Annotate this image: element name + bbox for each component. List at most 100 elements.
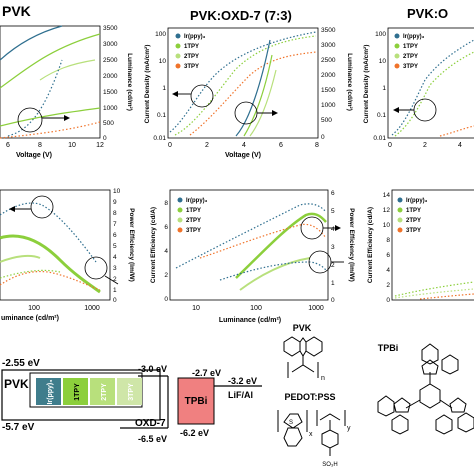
y2-ticks: 10 9 8 7 6 5 4 3 2 1 0 bbox=[113, 188, 121, 304]
y-tick-label: 8 bbox=[164, 200, 168, 207]
subscript-n: n bbox=[321, 375, 325, 382]
x-ticks: 0 2 4 6 8 bbox=[168, 142, 319, 149]
y-tick-label: 12 bbox=[383, 207, 391, 214]
x-tick-label: 2 bbox=[205, 142, 209, 149]
legend-label: 2TPY bbox=[403, 54, 418, 60]
y-axis-label: Current Density (mA/cm²) bbox=[363, 45, 370, 124]
legend-swatch-2tpy bbox=[394, 53, 400, 59]
y2-tick-label: 500 bbox=[321, 117, 332, 124]
callout-circle bbox=[84, 256, 108, 280]
y2-tick-label: 10 bbox=[113, 188, 121, 195]
curve-3tpy bbox=[439, 125, 474, 137]
legend-swatch-1tpy bbox=[394, 43, 400, 49]
plot-frame bbox=[391, 189, 474, 301]
panel-d-efficiency: 100 1000 uminance (cd/m²) 10 9 8 7 6 5 4… bbox=[0, 188, 135, 322]
dopant-3tpy bbox=[117, 378, 142, 405]
legend-swatch-3tpy bbox=[397, 227, 403, 233]
benzene-ring bbox=[305, 336, 323, 357]
y2-tick-label: 0 bbox=[103, 135, 107, 142]
dopant-1tpy bbox=[63, 378, 88, 405]
y2-tick-label: 3 bbox=[331, 244, 335, 251]
legend-label: 1TPY bbox=[406, 208, 421, 214]
legend-label: Ir(ppy)₃ bbox=[186, 198, 208, 204]
x-ticks: 10 100 1000 bbox=[192, 305, 324, 312]
curve-irppy-lum bbox=[235, 39, 271, 137]
sulfur-atom: S bbox=[289, 420, 293, 426]
y2-ticks: 3500 3000 2500 2000 1500 1000 500 0 bbox=[321, 27, 336, 141]
y2-tick-label: 1 bbox=[113, 287, 117, 294]
energy-label: -5.7 eV bbox=[2, 422, 35, 433]
legend: Ir(ppy)₃ 1TPY 2TPY 3TPY bbox=[397, 197, 428, 234]
x-tick-label: 10 bbox=[68, 142, 76, 149]
curve-3tpy-current bbox=[0, 121, 101, 139]
legend-label: 1TPY bbox=[403, 44, 418, 50]
legend-swatch-1tpy bbox=[397, 207, 403, 213]
pvk-label: PVK bbox=[4, 377, 29, 391]
curve-1tpy-pe bbox=[0, 269, 61, 279]
x-ticks: 100 1000 bbox=[28, 305, 100, 312]
y2-tick-label: 3500 bbox=[103, 25, 118, 32]
y-ticks: 100 10 1 0.1 0.01 bbox=[153, 31, 166, 142]
dopant-label-1tpy: 1TPY bbox=[74, 383, 81, 401]
dopant-label-2tpy: 2TPY bbox=[101, 383, 108, 401]
legend-swatch-1tpy bbox=[175, 43, 181, 49]
legend-swatch-irppy bbox=[394, 33, 400, 39]
curve-irppy bbox=[391, 39, 474, 136]
y-tick-label: 4 bbox=[386, 267, 390, 274]
curve-1tpy-ce bbox=[394, 281, 474, 297]
y-tick-label: 6 bbox=[164, 224, 168, 231]
dopant-2tpy bbox=[90, 378, 115, 405]
x-axis-label: uminance (cd/m²) bbox=[1, 315, 59, 322]
pedot-label: PEDOT:PSS bbox=[284, 392, 335, 402]
callout-circle bbox=[190, 84, 214, 108]
chemical-structures: PVK n PEDOT:PSS S x y SO₃H bbox=[277, 323, 474, 468]
tpbi-layer bbox=[177, 377, 215, 425]
arrow-head bbox=[64, 115, 70, 121]
curves bbox=[391, 39, 474, 137]
legend-label: 1TPY bbox=[186, 208, 201, 214]
plot-frame bbox=[0, 25, 101, 139]
legend-swatch-irppy bbox=[397, 197, 403, 203]
curve-1tpy-luminance bbox=[0, 33, 101, 89]
energy-label: -2.55 eV bbox=[2, 358, 40, 369]
y-tick-label: 14 bbox=[383, 192, 391, 199]
y2-tick-label: 8 bbox=[113, 210, 117, 217]
y-tick-label: 10 bbox=[383, 222, 391, 229]
curve-2tpy-lum bbox=[249, 69, 277, 137]
callout-circle bbox=[413, 98, 437, 122]
bond bbox=[439, 399, 453, 409]
plot-frame bbox=[169, 189, 329, 301]
callout-arrow bbox=[104, 275, 119, 285]
central-benzene bbox=[419, 383, 441, 409]
curve-1tpy-current bbox=[0, 107, 101, 127]
x-tick-label: 1000 bbox=[308, 305, 324, 312]
x-tick-label: 4 bbox=[242, 142, 246, 149]
panel-title-pvk: PVK bbox=[2, 3, 31, 19]
y-tick-label: 6 bbox=[386, 252, 390, 259]
x-tick-label: 1000 bbox=[84, 305, 100, 312]
y-tick-label: 100 bbox=[375, 31, 386, 38]
curve-1tpy-ce bbox=[235, 212, 327, 279]
curve-3tpy-ce bbox=[0, 270, 101, 291]
curves bbox=[394, 281, 474, 300]
legend-swatch-3tpy bbox=[177, 227, 183, 233]
x-tick-label: 8 bbox=[315, 142, 319, 149]
legend-swatch-3tpy bbox=[394, 63, 400, 69]
phenyl-ring bbox=[435, 414, 453, 435]
plot-frame bbox=[387, 27, 474, 139]
panel-a-jvl: 6 8 10 12 Voltage (V) 3500 3000 2500 200… bbox=[0, 25, 133, 159]
x-axis-label: Luminance (cd/m²) bbox=[219, 317, 281, 324]
legend-swatch-2tpy bbox=[177, 217, 183, 223]
thiophene-ring bbox=[283, 413, 303, 429]
benzene-ring bbox=[421, 343, 439, 365]
y-ticks: 14 12 10 8 6 4 2 0 bbox=[383, 192, 391, 304]
y2-tick-label: 7 bbox=[113, 221, 117, 228]
legend: Ir(ppy)₃ 1TPY 2TPY 3TPY bbox=[175, 33, 206, 70]
legend: Ir(ppy)₃ 1TPY 2TPY 3TPY bbox=[394, 33, 425, 70]
bond bbox=[405, 399, 421, 409]
y-tick-label: 2 bbox=[164, 272, 168, 279]
y2-tick-label: 0 bbox=[113, 297, 117, 304]
arrow-head bbox=[9, 206, 15, 212]
x-tick-label: 4 bbox=[458, 142, 462, 149]
arrow-head bbox=[393, 107, 399, 113]
